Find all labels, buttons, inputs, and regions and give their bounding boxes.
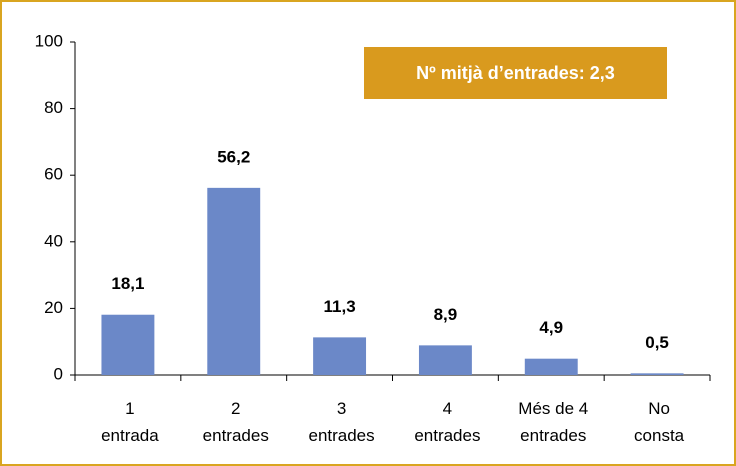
value-label: 0,5 (645, 333, 669, 352)
value-label: 56,2 (217, 147, 250, 166)
y-tick-label: 0 (54, 364, 63, 383)
bar (630, 373, 684, 375)
y-tick-label: 40 (44, 231, 63, 250)
y-tick-label: 20 (44, 298, 63, 317)
annotation: Nº mitjà d’entrades: 2,3 (364, 47, 667, 99)
value-label: 4,9 (539, 318, 563, 337)
bar (101, 314, 155, 375)
y-tick-label: 80 (44, 98, 63, 117)
bar (418, 345, 472, 375)
value-label: 8,9 (434, 305, 458, 324)
bar (313, 337, 367, 375)
y-tick-label: 60 (44, 165, 63, 184)
bar (524, 358, 578, 375)
bar (207, 187, 261, 375)
x-tick-label: 2 entrades (202, 399, 269, 445)
x-tick-label: Més de 4 entrades (518, 399, 589, 445)
x-tick-label: No consta (634, 399, 685, 445)
x-tick-label: 1 entrada (101, 399, 159, 445)
value-label: 11,3 (324, 297, 356, 316)
x-tick-label: 4 entrades (414, 399, 481, 445)
x-tick-label: 3 entrades (308, 399, 375, 445)
y-tick-label: 100 (35, 31, 63, 50)
value-label: 18,1 (111, 274, 144, 293)
